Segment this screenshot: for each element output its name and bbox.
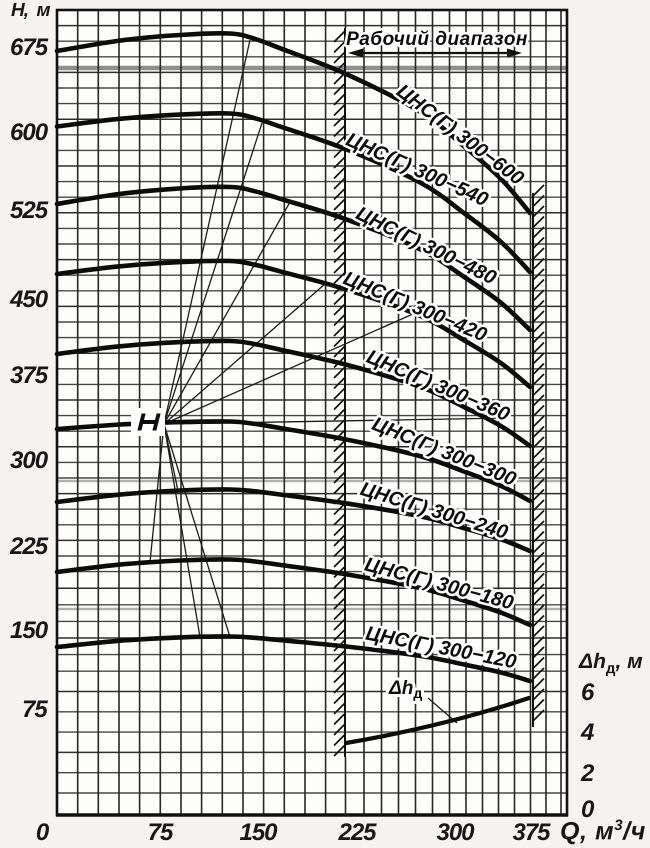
svg-text:Δhд: Δhд bbox=[388, 678, 422, 701]
svg-text:Рабочий диапазон: Рабочий диапазон bbox=[346, 29, 528, 50]
svg-text:ЦНС(Г) 300−480: ЦНС(Г) 300−480 bbox=[352, 203, 499, 290]
svg-text:ЦНС(Г) 300−120: ЦНС(Г) 300−120 bbox=[364, 623, 518, 674]
